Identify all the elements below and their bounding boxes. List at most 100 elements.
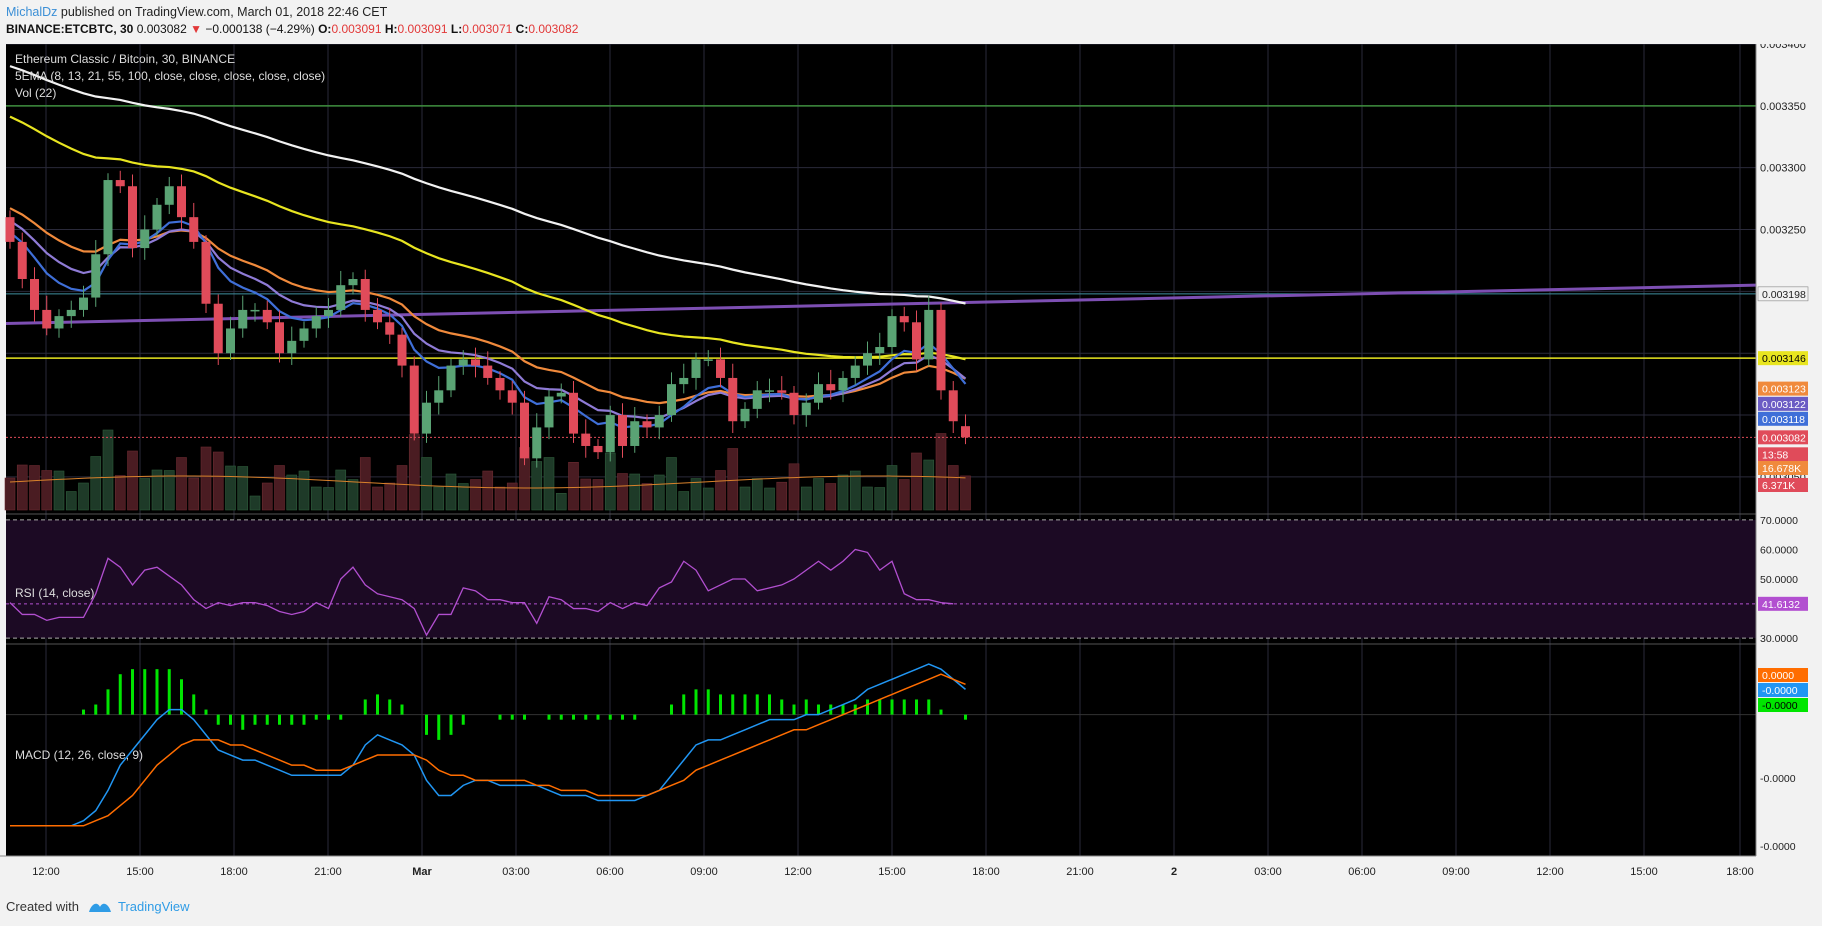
volume-bar [898,479,910,511]
candle-body [66,309,76,317]
volume-bar [212,451,224,511]
volume-bar [457,483,469,511]
macd-hist-bar [449,714,453,735]
volume-bar [629,473,641,511]
volume-bar [825,483,837,511]
tradingview-logo-icon[interactable] [88,898,112,916]
volume-bar [886,465,898,511]
candle-body [422,402,431,434]
macd-hist-bar [327,714,330,720]
macd-hist-bar [388,699,392,715]
candles [5,170,970,468]
volume-bar [555,492,567,511]
chart-canvas[interactable]: 0.0034000.0033500.0033000.0032500.003050… [0,44,1822,890]
volume-bar [274,465,285,511]
time-tick-label: 2 [1171,866,1177,878]
macd-hist-bar [670,704,673,715]
macd-hist-bar [596,714,600,720]
macd-hist-bar [118,674,122,715]
macd-hist-bar [706,689,710,715]
macd-hist-bar [106,689,110,715]
macd-tick-label: -0.0000 [1760,841,1796,853]
volume-bar [53,470,65,511]
candle-body [765,390,774,392]
rsi-tick-label: 70.0000 [1760,515,1798,527]
candle-body [238,309,248,329]
candle-body [899,316,909,323]
macd-hist-bar [817,704,820,715]
candle-body [936,309,946,391]
price-badge [1758,381,1808,396]
time-axis[interactable]: 12:00 15:00 18:00 21:00 Mar 03:00 06:00 09:00 12… [0,855,1756,890]
macd-hist-bar [131,669,134,715]
candle-body [446,365,456,391]
candle-body [961,426,970,438]
candle-body [863,353,872,366]
candle-body [262,309,272,323]
macd-hist-bar [682,694,686,715]
price-axis[interactable]: 0.0034000.0033500.0033000.0032500.003050… [1755,44,1822,890]
macd-hist-bar [939,709,943,715]
macd-hist-bar [143,669,147,715]
volume-bar [727,448,739,511]
legend-ema: 5EMA (8, 13, 21, 55, 100, close, close, … [15,69,325,83]
candle-body [520,402,529,459]
candle-body [201,241,211,304]
macd-hist-bar [915,699,918,715]
price-badge [1758,411,1808,426]
volume-bar [421,457,432,511]
candle-body [434,390,444,403]
macd-hist-bar [633,714,637,720]
close-value: 0.003082 [528,22,579,36]
price-badge [1758,596,1808,611]
volume-bar [849,470,861,511]
price-badge-label: -0.0000 [1762,700,1798,712]
tradingview-link[interactable]: TradingView [118,899,190,914]
macd-hist-bar [719,694,722,715]
candle-body [642,421,652,428]
candle-body [471,359,480,366]
macd-hist-bar [964,714,967,720]
legends: Ethereum Classic / Bitcoin, 30, BINANCE … [15,52,325,762]
volume-bar [163,470,175,511]
time-tick-label: 06:00 [596,866,624,878]
volume-bar [482,470,494,511]
macd-hist-bar [82,709,85,715]
low-value: 0.003071 [462,22,513,36]
candle-body [409,365,419,434]
high-value: 0.003091 [397,22,448,36]
volume-bar [114,475,126,511]
macd-hist-bar [927,699,931,715]
candle-body [875,347,885,354]
volume-bar [531,461,543,511]
macd-hist-bar [229,714,232,725]
volume-bar [41,470,53,511]
rsi-line [9,548,954,637]
candle-body [348,279,358,286]
price-badge-label: 6.371K [1762,480,1795,492]
time-tick-label: 21:00 [1066,866,1094,878]
candle-body [948,390,958,422]
price-badge-label: 0.003122 [1762,399,1806,411]
author-link[interactable]: MichalDz [6,5,58,19]
volume-bar [543,457,555,511]
volume-bars [4,429,971,511]
volume-bar [310,486,322,511]
candle-body [164,186,174,205]
created-with-text: Created with [6,899,79,914]
macd-hist-bar [510,714,514,720]
candle-body [777,390,787,393]
volume-bar [568,461,579,511]
time-tick-label: 12:00 [784,866,812,878]
high-label: H: [384,22,398,36]
candle-body [507,390,517,403]
legend-macd: MACD (12, 26, close, 9) [15,748,143,762]
macd-hist-bar [841,704,845,715]
candle-body [618,415,627,446]
macd-hist-bar [216,714,220,725]
price-badge [1758,698,1808,712]
macd-hist-bar [694,689,698,715]
volume-bar [935,433,947,511]
volume-bar [249,495,261,511]
candle-body [924,309,934,360]
